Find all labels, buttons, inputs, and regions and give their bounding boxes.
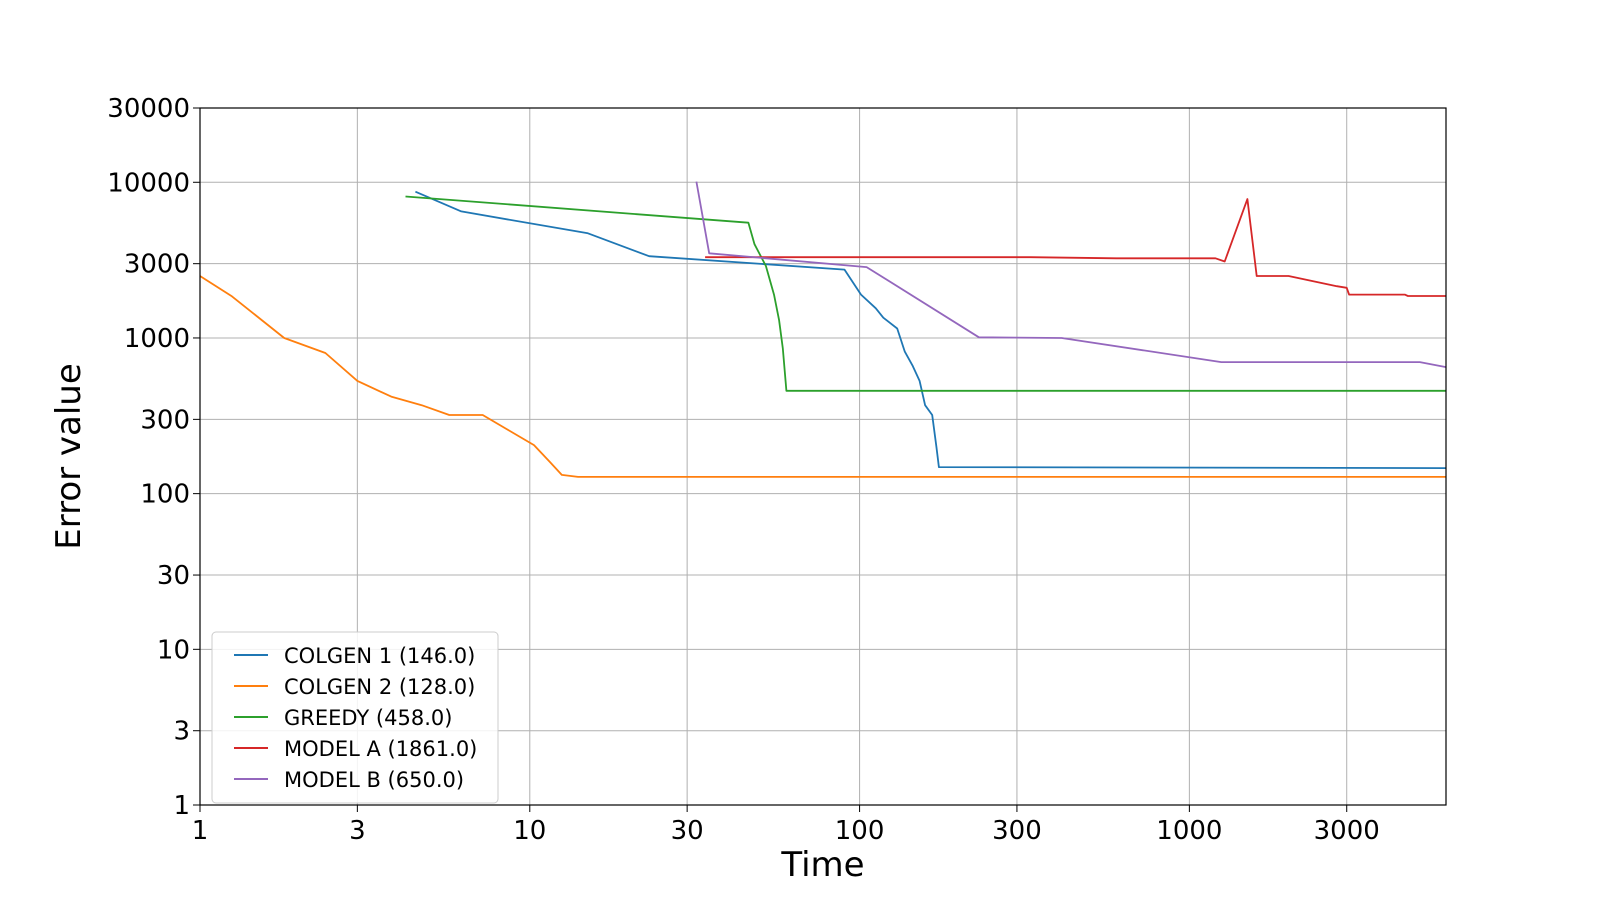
x-tick-label: 3	[349, 816, 366, 846]
legend-item: MODEL B (650.0)	[234, 768, 464, 792]
series-line-1	[415, 190, 1447, 469]
x-tick-label: 1000	[1156, 816, 1222, 846]
x-tick-label: 10	[513, 816, 546, 846]
series-line-5	[695, 181, 1447, 368]
legend: COLGEN 1 (146.0) COLGEN 2 (128.0) GREEDY (…	[211, 631, 499, 804]
legend-item: GREEDY (458.0)	[234, 706, 452, 730]
x-axis-title: Time	[780, 845, 864, 885]
legend-item: COLGEN 2 (128.0)	[234, 675, 475, 699]
legend-item: COLGEN 1 (146.0)	[234, 644, 475, 668]
y-tick-label: 30000	[107, 94, 190, 124]
legend-label: GREEDY (458.0)	[284, 706, 452, 730]
legend-label: COLGEN 2 (128.0)	[284, 675, 475, 699]
legend-label: COLGEN 1 (146.0)	[284, 644, 475, 668]
y-tick-label: 1000	[124, 324, 190, 354]
series-line-2	[199, 275, 1446, 478]
y-tick-label: 3000	[124, 250, 190, 280]
x-tick-label: 300	[992, 816, 1042, 846]
legend-item: MODEL A (1861.0)	[234, 737, 477, 761]
x-tick-label: 3000	[1314, 816, 1380, 846]
legend-box	[211, 631, 499, 804]
y-tick-label: 100	[140, 480, 190, 510]
legend-label: MODEL A (1861.0)	[284, 737, 477, 761]
y-tick-label: 300	[140, 405, 190, 435]
series-line-4	[705, 198, 1446, 297]
y-tick-label: 1	[173, 791, 190, 821]
y-tick-label: 10	[157, 635, 190, 665]
x-tick-label: 30	[671, 816, 704, 846]
y-tick-label: 10000	[107, 168, 190, 198]
y-axis-title: Error value	[49, 363, 89, 550]
y-tick-label: 30	[157, 561, 190, 591]
series-layer	[199, 181, 1447, 478]
legend-label: MODEL B (650.0)	[284, 768, 464, 792]
x-tick-label: 100	[835, 816, 885, 846]
x-tick-label: 1	[192, 816, 209, 846]
plot-area-frame	[199, 107, 1447, 806]
y-tick-label: 3	[173, 717, 190, 747]
tick-labels: 1 3 10 30 100 300 1000 3000 1 3 10 30 100 300 1000 3000…	[107, 94, 1380, 846]
series-line-3	[405, 195, 1446, 392]
